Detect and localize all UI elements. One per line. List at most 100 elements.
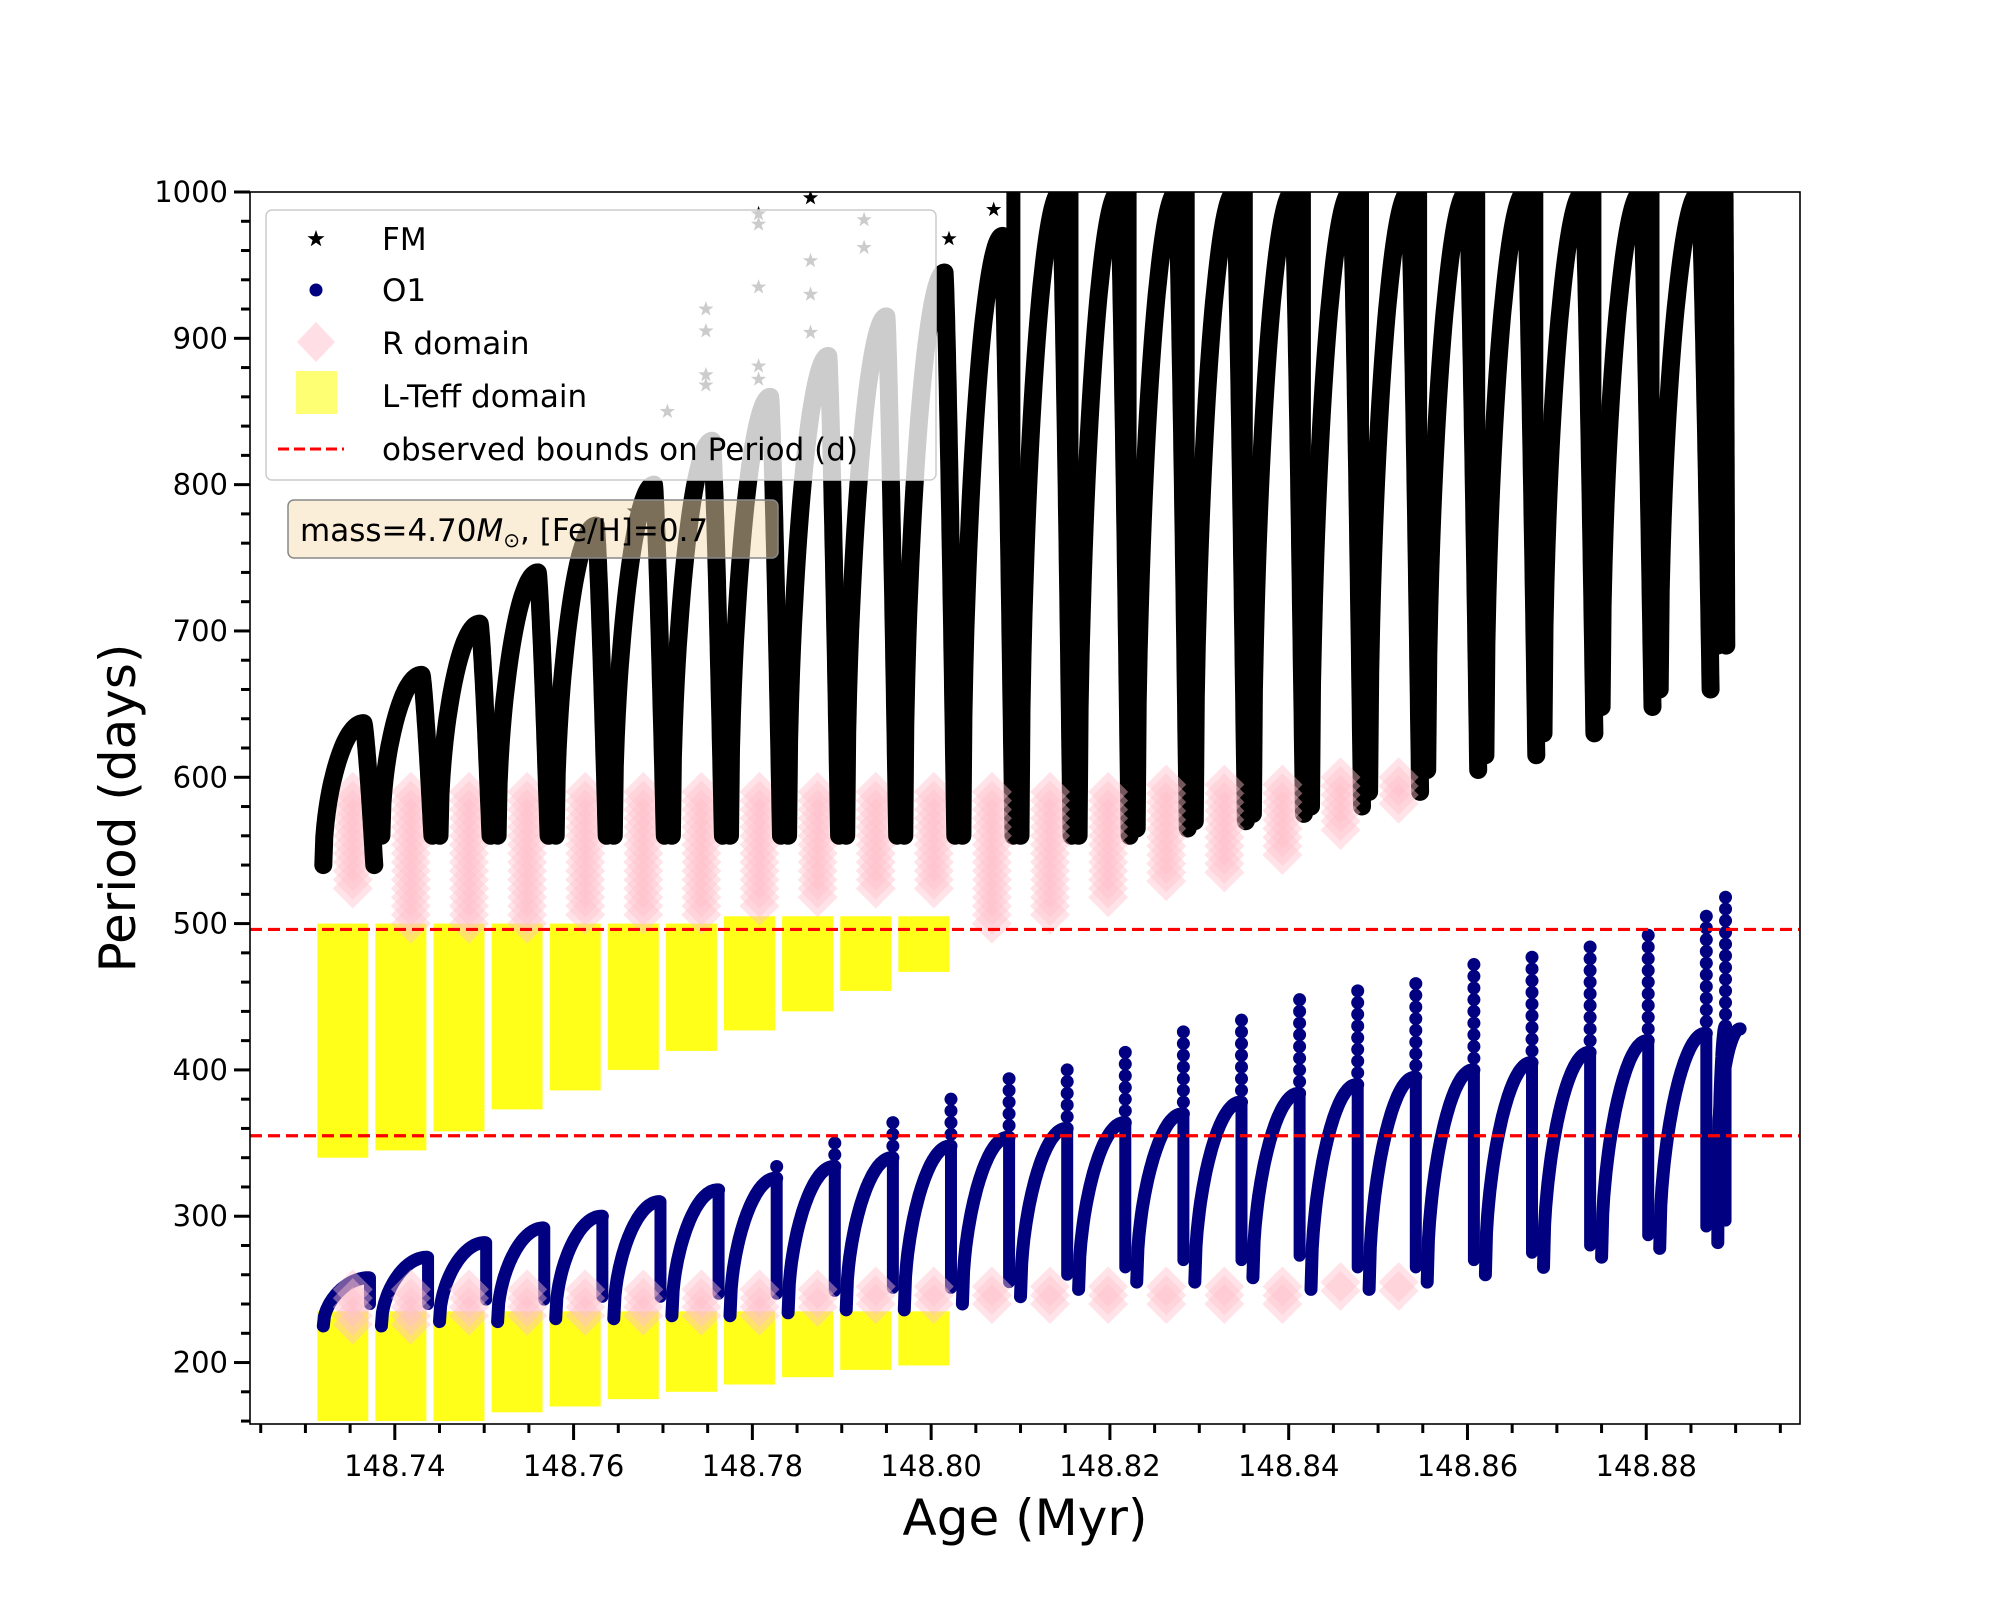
r-domain-diamond-fm xyxy=(565,859,606,900)
r-domain-diamond-fm xyxy=(332,859,373,900)
r-domain-diamond-o1 xyxy=(797,1286,838,1327)
lteff-domain-block-o1 xyxy=(491,1311,543,1413)
o1-point xyxy=(1060,1063,1074,1077)
fm-star-point xyxy=(1643,548,1662,566)
r-domain-diamond-o1 xyxy=(681,1278,722,1319)
annotation-suffix: , [Fe/H]=0.7 xyxy=(520,513,708,549)
legend-star-icon xyxy=(307,230,325,247)
o1-point xyxy=(1641,940,1655,954)
o1-point xyxy=(1234,1095,1248,1109)
fm-star-point xyxy=(941,230,957,246)
o1-point xyxy=(1293,1063,1307,1077)
o1-point xyxy=(1234,1048,1248,1062)
r-domain-diamond-fm xyxy=(623,780,664,821)
r-domain-diamond-fm xyxy=(623,833,664,874)
y-tick-label: 600 xyxy=(173,760,228,794)
fm-star-point xyxy=(1643,535,1662,552)
r-domain-diamond-fm xyxy=(507,903,548,944)
o1-point xyxy=(1719,949,1733,963)
o1-point xyxy=(1409,1023,1423,1037)
o1-point xyxy=(1060,1121,1074,1135)
o1-point xyxy=(1293,1075,1307,1089)
o1-point xyxy=(1176,1060,1190,1074)
o1-point xyxy=(1467,1016,1481,1030)
x-axis: 148.74 148.76 148.78 148.80 148.82 148.84 148.… xyxy=(259,1424,1782,1483)
o1-point xyxy=(886,1151,900,1165)
o1-point xyxy=(1583,1010,1597,1024)
legend-entry-r-domain: R domain xyxy=(297,322,530,362)
r-domain-diamond-fm xyxy=(507,842,548,883)
o1-point xyxy=(828,1148,842,1162)
o1-point xyxy=(1293,1004,1307,1018)
o1-point xyxy=(1351,1019,1365,1033)
fm-star-point xyxy=(1585,720,1603,737)
y-tick-label: 900 xyxy=(173,321,228,355)
o1-arch xyxy=(1362,1070,1422,1296)
r-domain-diamond-o1 xyxy=(797,1278,838,1319)
r-domain-diamond-fm xyxy=(1030,771,1071,812)
r-domain-diamond-fm xyxy=(449,798,490,839)
annotation: mass=4.70M⊙, [Fe/H]=0.7 xyxy=(287,499,779,559)
annotation-box xyxy=(287,499,779,559)
r-domain-diamond-o1 xyxy=(1088,1266,1129,1307)
r-domain-diamond-o1 xyxy=(1320,1270,1361,1311)
lteff-domain-block-fm xyxy=(898,916,950,972)
r-domain-diamond-fm xyxy=(1088,815,1129,856)
r-domain-diamond-fm xyxy=(623,771,664,812)
r-domain-diamond-fm xyxy=(1262,834,1303,875)
lteff-domain-series xyxy=(317,916,950,1422)
r-domain-diamond-fm xyxy=(1262,808,1303,849)
o1-point xyxy=(1467,981,1481,995)
r-domain-diamond-fm xyxy=(565,894,606,935)
legend-square-icon xyxy=(296,371,337,414)
r-domain-diamond-fm xyxy=(971,850,1012,891)
fm-arch xyxy=(604,475,674,845)
legend-label-observed-bounds: observed bounds on Period (d) xyxy=(382,432,858,468)
r-domain-diamond-fm xyxy=(623,842,664,883)
o1-point xyxy=(886,1127,900,1141)
fm-star-point xyxy=(986,201,1002,217)
o1-arch xyxy=(781,1160,841,1320)
o1-point xyxy=(1699,944,1713,958)
r-domain-diamond-fm xyxy=(1320,801,1361,842)
r-domain-diamond-fm xyxy=(797,842,838,883)
r-domain-diamond-o1 xyxy=(332,1286,373,1327)
r-domain-diamond-fm xyxy=(507,824,548,865)
r-domain-diamond-fm xyxy=(681,868,722,909)
legend-entry-lteff-domain: L-Teff domain xyxy=(296,371,587,415)
r-domain-diamond-fm xyxy=(739,833,780,874)
r-domain-diamond-fm xyxy=(390,798,431,839)
fm-star-point xyxy=(1717,526,1735,544)
o1-point xyxy=(1467,1039,1481,1053)
o1-point xyxy=(1525,1032,1539,1046)
annotation-text: mass=4.70M⊙, [Fe/H]=0.7 xyxy=(300,513,708,552)
r-domain-diamond-fm xyxy=(565,868,606,909)
o1-point xyxy=(828,1136,842,1150)
o1-point xyxy=(1583,952,1597,966)
r-domain-diamond-fm xyxy=(913,842,954,883)
r-domain-diamond-fm xyxy=(1030,842,1071,883)
r-domain-diamond-o1 xyxy=(1262,1284,1303,1325)
o1-point xyxy=(944,1127,958,1141)
o1-point xyxy=(1699,933,1713,947)
r-domain-diamond-fm xyxy=(449,833,490,874)
fm-star-point xyxy=(1717,579,1735,596)
r-domain-diamond-fm xyxy=(390,833,431,874)
r-domain-diamond-fm xyxy=(1204,773,1245,814)
o1-point xyxy=(944,1104,958,1118)
r-domain-diamond-o1 xyxy=(971,1266,1012,1307)
r-domain-diamond-fm xyxy=(971,780,1012,821)
annotation-symbol: M xyxy=(477,513,504,549)
r-domain-diamond-fm xyxy=(1204,817,1245,858)
o1-arch xyxy=(897,1139,957,1317)
r-domain-diamond-fm xyxy=(1204,790,1245,831)
r-domain-diamond-fm xyxy=(390,807,431,848)
o1-final-segment xyxy=(1711,1022,1747,1165)
r-domain-diamond-fm xyxy=(913,789,954,830)
r-domain-diamond-fm xyxy=(681,877,722,918)
r-domain-diamond-o1 xyxy=(1204,1266,1245,1307)
o1-arch xyxy=(839,1151,899,1317)
r-domain-diamond-fm xyxy=(1088,859,1129,900)
r-domain-diamond-fm xyxy=(971,833,1012,874)
